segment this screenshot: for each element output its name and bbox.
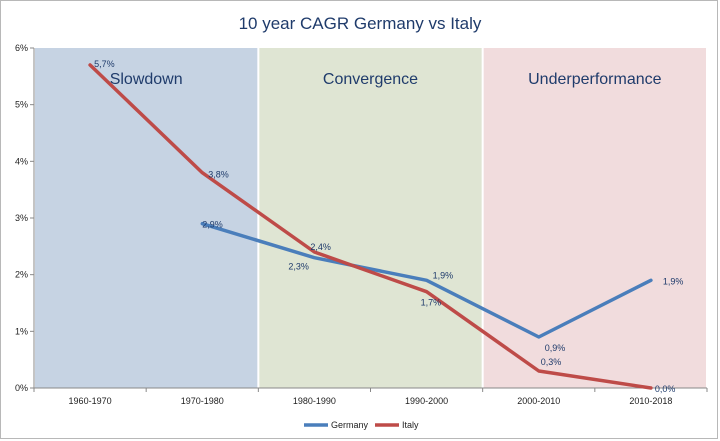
axes: 0% 1% 2% 3% 4% 5% 6% 1960-1970 1970-1980 1980-199… <box>15 43 708 406</box>
series-line-germany <box>200 221 653 339</box>
y-tick-label: 6% <box>15 43 28 53</box>
legend-label-italy: Italy <box>402 420 419 430</box>
chart-title: 10 year CAGR Germany vs Italy <box>239 14 482 33</box>
data-label-germany: 1,9% <box>433 270 454 280</box>
y-tick-label: 0% <box>15 383 28 393</box>
x-tick-label: 1970-1980 <box>181 396 224 406</box>
x-tick-label: 1980-1990 <box>293 396 336 406</box>
data-label-germany: 2,9% <box>202 220 223 230</box>
y-tick-label: 3% <box>15 213 28 223</box>
x-tick-label: 2010-2018 <box>629 396 672 406</box>
region-band-slowdown <box>35 48 258 388</box>
x-tick-label: 1990-2000 <box>405 396 448 406</box>
data-label-germany: 1,9% <box>663 276 684 286</box>
data-label-italy: 0,0% <box>655 384 676 394</box>
y-tick-label: 1% <box>15 326 28 336</box>
x-tick-label: 1960-1970 <box>69 396 112 406</box>
region-bands: Slowdown Convergence Underperformance <box>35 48 706 388</box>
data-label-germany: 2,3% <box>288 262 309 272</box>
region-band-underperformance <box>483 48 706 388</box>
legend: Germany Italy <box>304 420 419 430</box>
data-label-italy: 0,3% <box>541 357 562 367</box>
region-label-slowdown: Slowdown <box>110 71 183 88</box>
region-label-convergence: Convergence <box>323 71 418 88</box>
data-label-italy: 2,4% <box>310 242 331 252</box>
y-tick-label: 2% <box>15 270 28 280</box>
legend-label-germany: Germany <box>331 420 369 430</box>
data-label-italy: 1,7% <box>421 298 442 308</box>
x-tick-label: 2000-2010 <box>517 396 560 406</box>
data-labels: 2,9% 2,3% 1,9% 0,9% 1,9% 5,7% 3,8% 2,4% 1,7% 0,3%… <box>94 59 683 394</box>
region-band-convergence <box>259 48 482 388</box>
data-label-italy: 3,8% <box>208 170 229 180</box>
data-label-italy: 5,7% <box>94 59 115 69</box>
region-label-underperformance: Underperformance <box>528 71 662 88</box>
y-tick-label: 4% <box>15 156 28 166</box>
series-lines <box>88 63 653 390</box>
series-line-italy <box>88 63 653 390</box>
data-label-germany: 0,9% <box>545 343 566 353</box>
y-tick-label: 5% <box>15 100 28 110</box>
